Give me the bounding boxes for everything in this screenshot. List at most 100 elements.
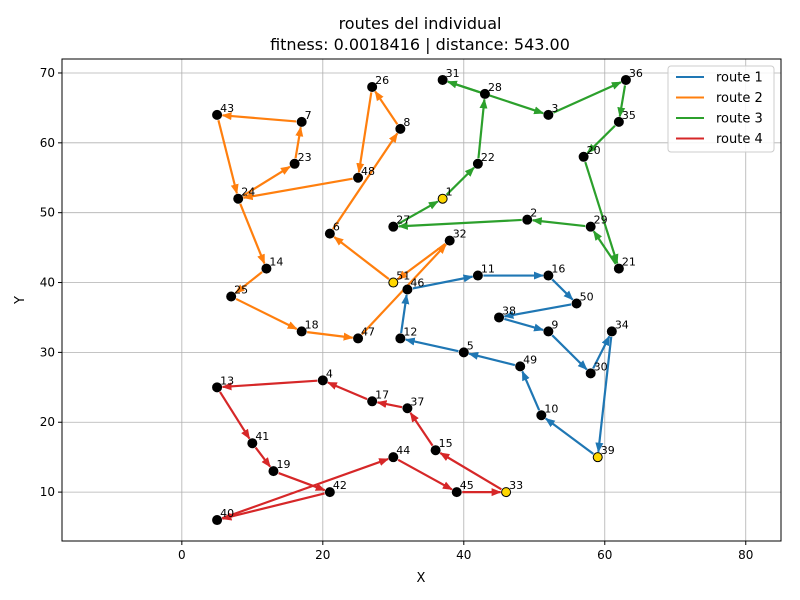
node-label: 3 xyxy=(551,102,558,115)
route-4-edge xyxy=(278,472,326,492)
node-label: 17 xyxy=(375,388,389,401)
y-tick-label: 40 xyxy=(40,276,55,290)
node-label: 51 xyxy=(396,270,410,283)
node-label: 34 xyxy=(615,318,629,331)
node-label: 11 xyxy=(481,263,495,276)
x-tick-label: 0 xyxy=(178,548,186,562)
node-label: 26 xyxy=(375,74,389,87)
node-label: 46 xyxy=(410,277,424,290)
node-label: 24 xyxy=(241,186,255,199)
node-label: 28 xyxy=(488,81,502,94)
node-label: 40 xyxy=(220,507,234,520)
route-nodes xyxy=(212,74,631,526)
node-label: 32 xyxy=(453,228,467,241)
route-node xyxy=(494,312,505,323)
x-tick-label: 80 xyxy=(738,548,753,562)
x-tick-label: 40 xyxy=(456,548,471,562)
route-node xyxy=(522,214,533,225)
y-tick-label: 70 xyxy=(40,66,55,80)
route-2-edge xyxy=(396,243,446,281)
route-2-edge xyxy=(333,236,390,281)
route-edges xyxy=(217,80,627,521)
node-label: 1 xyxy=(446,186,453,199)
route-1-edge xyxy=(544,417,594,455)
route-3-edge xyxy=(592,230,617,265)
x-axis-ticks: 0 20 40 60 80 xyxy=(178,541,753,562)
route-node xyxy=(613,263,624,274)
node-label: 12 xyxy=(403,325,417,338)
route-3-edge xyxy=(397,218,522,230)
node-label: 31 xyxy=(446,67,460,80)
route-2-edge xyxy=(306,331,354,341)
route-node xyxy=(515,361,526,372)
node-label: 39 xyxy=(601,444,615,457)
node-label: 43 xyxy=(220,102,234,115)
route-2-edge xyxy=(332,132,399,230)
route-node xyxy=(395,123,406,134)
route-4-edge xyxy=(376,400,403,409)
route-1-edge xyxy=(412,274,474,290)
node-label: 14 xyxy=(269,256,283,269)
route-4-edge xyxy=(221,457,390,520)
route-1-edge xyxy=(404,337,459,353)
route-3-edge xyxy=(447,80,545,115)
route-4-edge xyxy=(219,391,251,440)
route-4-edge xyxy=(397,458,453,491)
node-label: 8 xyxy=(403,116,410,129)
node-label: 22 xyxy=(481,151,495,164)
route-1-edge xyxy=(504,317,545,332)
route-node xyxy=(212,382,223,393)
y-tick-label: 60 xyxy=(40,136,55,150)
y-axis-label: Y xyxy=(13,296,28,305)
route-1-edge xyxy=(592,335,611,369)
route-1-edge xyxy=(400,293,410,334)
route-3-edge xyxy=(552,81,622,114)
route-node xyxy=(261,263,272,274)
route-node xyxy=(402,403,413,414)
route-node xyxy=(472,270,483,281)
node-label: 10 xyxy=(544,402,558,415)
route-4-edge xyxy=(221,492,325,521)
node-label: 49 xyxy=(523,353,537,366)
route-1-edge xyxy=(551,334,588,371)
legend-frame xyxy=(667,65,775,153)
node-label: 9 xyxy=(551,318,558,331)
route-node xyxy=(233,193,244,204)
route-1-edge xyxy=(595,336,613,453)
route-node xyxy=(437,74,448,85)
node-label: 5 xyxy=(467,339,474,352)
route-2-edge xyxy=(234,271,263,294)
node-label: 18 xyxy=(305,318,319,331)
route-node xyxy=(479,88,490,99)
route-1-edge xyxy=(551,278,574,301)
legend-entry: route 4 xyxy=(716,132,763,147)
depot-node xyxy=(437,193,448,204)
plot-frame xyxy=(61,58,782,542)
route-3-edge xyxy=(477,98,488,159)
route-node xyxy=(606,326,617,337)
node-label: 30 xyxy=(594,360,608,373)
route-node xyxy=(578,151,589,162)
route-2-edge xyxy=(242,165,291,197)
route-node xyxy=(367,396,378,407)
route-node xyxy=(543,326,554,337)
legend-entry: route 2 xyxy=(716,91,763,106)
route-3-edge xyxy=(584,161,619,265)
route-3-edge xyxy=(617,85,627,118)
route-3-edge xyxy=(445,166,475,196)
node-label: 4 xyxy=(326,367,333,380)
node-label: 25 xyxy=(234,284,248,297)
route-node xyxy=(367,81,378,92)
node-label: 44 xyxy=(396,444,410,457)
route-2-edge xyxy=(217,119,239,195)
route-node xyxy=(430,445,441,456)
node-label: 50 xyxy=(580,290,594,303)
grid xyxy=(62,59,781,541)
route-node xyxy=(324,487,335,498)
node-label: 16 xyxy=(551,263,565,276)
node-label: 29 xyxy=(594,214,608,227)
route-2-edge xyxy=(294,126,304,159)
route-node xyxy=(543,270,554,281)
route-1-edge xyxy=(468,351,516,367)
route-node xyxy=(402,284,413,295)
